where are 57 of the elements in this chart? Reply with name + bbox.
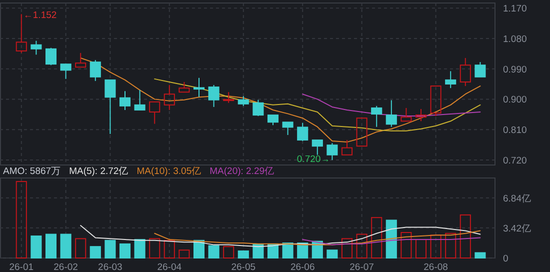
text: MA(5): 2.72亿 — [69, 166, 129, 177]
candlestick — [193, 77, 205, 98]
bar — [149, 238, 160, 258]
x-tick-label: 26-02 — [54, 262, 78, 272]
bar — [208, 245, 220, 258]
bar — [16, 181, 27, 258]
text: MA(10): 3.05亿 — [136, 166, 202, 177]
bar — [30, 236, 42, 258]
y-tick-label: 0.990 — [503, 64, 527, 76]
x-tick-label: 26-07 — [350, 262, 374, 272]
line-series — [80, 58, 481, 143]
x-tick-label: 26-06 — [290, 262, 315, 272]
line-series — [154, 230, 481, 246]
bar — [238, 250, 249, 258]
bar — [326, 250, 338, 258]
candlestick — [164, 84, 175, 110]
y-tick-label: 0.720 — [503, 155, 527, 166]
bar — [371, 217, 382, 258]
bar — [474, 252, 486, 258]
line-series — [80, 224, 481, 248]
x-tick-label: 26-05 — [231, 262, 256, 272]
bar — [60, 234, 72, 258]
y-tick-label: 6.84亿 — [503, 193, 532, 204]
bar — [223, 246, 234, 258]
bar — [341, 238, 353, 258]
annotation: 0.720→ — [296, 154, 330, 165]
y-tick-label: 0 — [503, 254, 508, 264]
y-tick-label: 1.080 — [503, 34, 527, 45]
text: AMO: 5867万 — [3, 166, 62, 177]
bar — [164, 240, 175, 258]
bar — [400, 232, 412, 258]
annotation: ←1.152 — [23, 10, 57, 22]
candlestick — [386, 100, 397, 128]
x-tick-label: 26-03 — [98, 262, 122, 272]
bar — [134, 239, 146, 258]
bar — [430, 234, 442, 258]
text: MA(20): 2.29亿 — [210, 166, 275, 177]
line-series — [302, 237, 481, 246]
line-series — [154, 78, 481, 132]
bar — [445, 232, 456, 258]
bar — [356, 234, 368, 258]
bar — [386, 220, 397, 258]
bar — [104, 240, 116, 258]
x-tick-label: 26-08 — [424, 262, 448, 272]
bar — [75, 238, 86, 258]
y-tick-label: 0.900 — [503, 94, 527, 106]
bar — [45, 234, 57, 258]
y-tick-label: 3.42亿 — [503, 223, 532, 234]
y-tick-label: 0.810 — [503, 125, 527, 136]
bar — [460, 214, 471, 258]
x-tick-label: 26-01 — [9, 262, 34, 272]
bar — [282, 242, 294, 258]
bar — [119, 243, 131, 258]
bar — [178, 250, 190, 258]
bar — [90, 246, 101, 258]
x-tick-label: 26-04 — [157, 262, 182, 272]
y-tick-label: 1.170 — [503, 4, 527, 15]
